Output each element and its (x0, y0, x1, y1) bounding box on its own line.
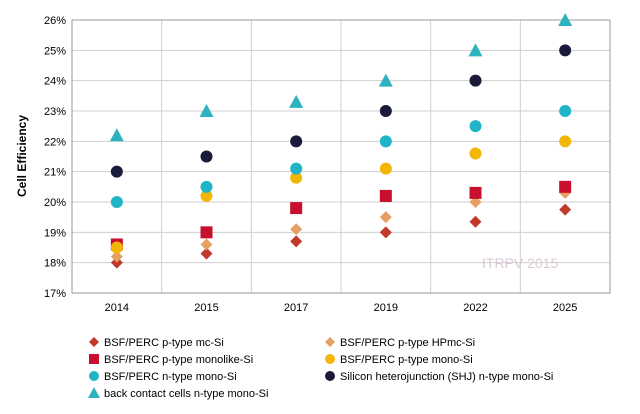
x-tick-label: 2022 (463, 302, 487, 314)
legend: BSF/PERC p-type mc-Si BSF/PERC p-type HPm… (88, 337, 553, 400)
data-point-circle (379, 105, 392, 117)
legend-item: back contact cells n-type mono-Si (88, 387, 268, 400)
y-tick-label: 18% (44, 258, 66, 270)
data-point-square (379, 189, 392, 202)
data-point-diamond (110, 250, 123, 263)
data-point-square (200, 226, 213, 239)
plot-area-border (71, 19, 611, 294)
watermark-text: ITRPV 2015 (482, 255, 558, 271)
legend-label: BSF/PERC p-type HPmc-Si (340, 337, 475, 349)
data-point-circle (110, 196, 123, 208)
data-point-circle (559, 105, 572, 117)
legend-label: BSF/PERC p-type mc-Si (104, 337, 224, 349)
legend-item: BSF/PERC p-type mc-Si (89, 337, 224, 349)
data-point-circle (469, 147, 482, 160)
x-tick-label: 2025 (553, 302, 577, 314)
data-point-diamond (200, 238, 213, 251)
y-axis-label: Cell Efficiency (15, 115, 29, 197)
legend-marker-square (89, 354, 99, 364)
data-point-circle (110, 165, 123, 178)
data-point-diamond (469, 196, 482, 208)
axes: 17% 18% 19% 20% 21% 22% 23% 24% 25% 26% 2014 2015 20… (44, 15, 611, 314)
legend-marker-circle (325, 354, 335, 364)
legend-marker-triangle (88, 387, 100, 398)
legend-label: BSF/PERC p-type monolike-Si (104, 354, 253, 366)
y-tick-label: 19% (44, 227, 66, 239)
data-point-circle (379, 162, 392, 175)
legend-item: BSF/PERC p-type mono-Si (325, 354, 473, 366)
legend-item: BSF/PERC n-type mono-Si (89, 371, 237, 383)
legend-label: BSF/PERC n-type mono-Si (104, 371, 237, 383)
data-point-diamond (110, 256, 123, 269)
legend-marker-diamond (89, 337, 99, 347)
data-point-triangle (109, 128, 124, 142)
data-point-circle (110, 241, 123, 254)
data-point-square (559, 180, 572, 193)
data-point-diamond (200, 247, 213, 260)
y-tick-label: 24% (44, 76, 66, 88)
x-tick-label: 2019 (374, 302, 398, 314)
legend-marker-circle (89, 371, 99, 381)
data-point-circle (379, 135, 392, 148)
legend-marker-circle (325, 371, 335, 381)
data-point-circle (200, 150, 213, 163)
legend-label: back contact cells n-type mono-Si (104, 388, 268, 400)
grid (71, 19, 611, 294)
data-point-circle (559, 135, 572, 148)
y-tick-label: 22% (44, 136, 66, 148)
data-point-circle (290, 162, 303, 175)
data-point-circle (200, 189, 213, 202)
y-tick-label: 21% (44, 167, 66, 179)
data-point-diamond (469, 215, 482, 228)
data-point-diamond (290, 235, 303, 248)
data-point-triangle (289, 94, 304, 108)
y-tick-label: 17% (44, 288, 66, 300)
y-tick-label: 20% (44, 197, 66, 209)
data-point-circle (290, 135, 303, 148)
x-tick-label: 2015 (194, 302, 218, 314)
x-tick-label: 2017 (284, 302, 308, 314)
data-point-circle (469, 120, 482, 133)
legend-item: Silicon heterojunction (SHJ) n-type mono… (325, 371, 553, 383)
data-point-circle (200, 180, 213, 193)
legend-label: Silicon heterojunction (SHJ) n-type mono… (340, 371, 553, 383)
data-point-triangle (378, 73, 393, 87)
legend-marker-diamond (325, 337, 335, 347)
data-point-diamond (290, 223, 303, 236)
data-point-circle (469, 74, 482, 87)
data-point-triangle (468, 43, 483, 57)
x-tick-label: 2014 (105, 302, 129, 314)
data-point-diamond (379, 226, 392, 239)
legend-item: BSF/PERC p-type monolike-Si (89, 354, 253, 366)
data-point-diamond (379, 211, 392, 224)
data-point-square (290, 202, 303, 215)
y-tick-label: 23% (44, 106, 66, 118)
data-point-diamond (559, 203, 572, 216)
y-tick-label: 26% (44, 15, 66, 27)
data-point-square (469, 186, 482, 199)
data-point-circle (290, 171, 303, 184)
data-marks (109, 13, 573, 269)
data-point-circle (559, 44, 572, 57)
legend-label: BSF/PERC p-type mono-Si (340, 354, 473, 366)
data-point-triangle (199, 104, 214, 117)
legend-item: BSF/PERC p-type HPmc-Si (325, 337, 475, 349)
data-point-triangle (558, 13, 573, 26)
y-tick-label: 25% (44, 45, 66, 57)
